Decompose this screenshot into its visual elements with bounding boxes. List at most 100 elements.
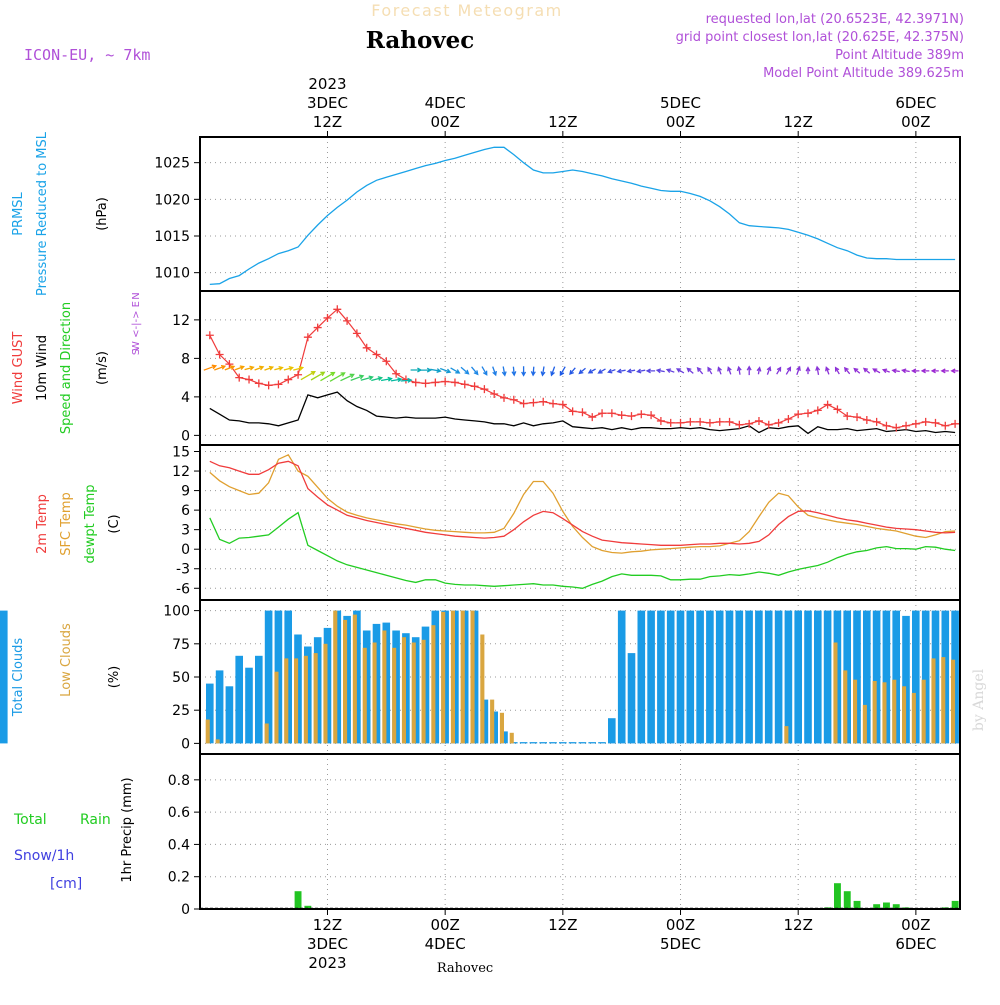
total-clouds-bar bbox=[872, 610, 881, 744]
pressure-unit: (hPa) bbox=[95, 197, 110, 231]
wind-direction-arrow bbox=[471, 366, 479, 376]
wind-gust-marker bbox=[362, 343, 371, 352]
y-tick-label: 3 bbox=[181, 523, 190, 539]
time-label-top: 3DEC bbox=[307, 94, 348, 112]
wind-direction-arrow bbox=[254, 365, 265, 371]
total-clouds-bar bbox=[745, 610, 753, 744]
low-clouds-bar bbox=[480, 634, 485, 744]
total-clouds-bar bbox=[706, 610, 714, 744]
low-clouds-bar bbox=[352, 614, 357, 744]
time-label-bottom: 12Z bbox=[313, 916, 342, 934]
y-tick-label: 25 bbox=[172, 703, 190, 719]
total-clouds-bar bbox=[245, 667, 253, 744]
wind-direction-arrow bbox=[607, 368, 616, 374]
wind-gust-marker bbox=[303, 333, 312, 342]
wind-direction-arrow bbox=[881, 368, 890, 374]
wind-gust-marker bbox=[284, 375, 293, 384]
low-clouds-bar bbox=[401, 637, 406, 744]
precip-total-label: Total bbox=[13, 812, 47, 828]
wind-direction-arrow bbox=[597, 368, 606, 374]
time-label-bottom: 6DEC bbox=[895, 935, 936, 953]
wind-direction-arrow bbox=[214, 364, 227, 371]
wind-gust-marker bbox=[470, 382, 479, 391]
total-clouds-bar bbox=[206, 683, 214, 744]
low-clouds-bar bbox=[343, 619, 348, 744]
wind-gust-marker bbox=[578, 408, 587, 417]
wind-direction-arrow bbox=[540, 366, 546, 377]
watermark: by Angel bbox=[971, 668, 987, 731]
footer-location: Rahovec bbox=[437, 961, 493, 976]
wind-direction-arrow bbox=[950, 368, 959, 374]
y-tick-label: 0.8 bbox=[168, 773, 190, 789]
rain-bar bbox=[892, 904, 900, 909]
axis-layer: 101010151020102504812-6-3036912150255075… bbox=[154, 75, 936, 972]
y-tick-label: 75 bbox=[172, 637, 190, 653]
wind-direction-arrow bbox=[872, 368, 881, 374]
low-clouds-bar bbox=[843, 670, 848, 744]
total-clouds-bar bbox=[578, 742, 587, 744]
wind-gust-marker bbox=[607, 409, 616, 418]
total-clouds-bar bbox=[539, 742, 547, 744]
y-tick-label: 1020 bbox=[154, 192, 190, 208]
sfc-temp-series-line bbox=[209, 453, 956, 554]
y-tick-label: 15 bbox=[172, 445, 190, 461]
low-clouds-bar bbox=[392, 647, 397, 744]
wind-gust-marker bbox=[666, 418, 675, 427]
wind-gust-marker bbox=[686, 417, 695, 426]
total-clouds-bar bbox=[225, 686, 234, 744]
wind-direction-arrow bbox=[439, 367, 452, 374]
time-label-top: 6DEC bbox=[895, 94, 936, 112]
rain-bar bbox=[843, 891, 851, 909]
precip-snow-label: Snow/1h bbox=[14, 848, 74, 864]
low-clouds-bar bbox=[372, 642, 377, 744]
y-tick-label: 0.4 bbox=[168, 837, 190, 853]
wind-gust-marker bbox=[529, 398, 538, 407]
data-layer bbox=[0, 146, 960, 910]
wind-gust-marker bbox=[921, 417, 930, 426]
wind-direction-arrow bbox=[310, 371, 326, 381]
wind-direction-arrow bbox=[815, 365, 821, 376]
total-clouds-bar bbox=[902, 615, 910, 744]
time-label-top: 00Z bbox=[430, 113, 459, 131]
wind-gust-marker bbox=[441, 377, 450, 386]
wind-direction-arrow bbox=[450, 367, 461, 374]
total-clouds-bar bbox=[696, 610, 704, 744]
wind-gust-marker bbox=[205, 331, 214, 340]
wind-gust-marker bbox=[215, 350, 224, 359]
rain-bar bbox=[834, 883, 841, 909]
total-clouds-bar bbox=[608, 718, 616, 744]
wind-direction-arrow bbox=[203, 364, 218, 371]
wind-direction-arrow bbox=[492, 366, 497, 377]
wind-direction-arrow bbox=[293, 365, 305, 371]
time-label-top: 2023 bbox=[308, 75, 346, 93]
total-clouds-bar bbox=[666, 610, 675, 744]
wind-direction-arrow bbox=[371, 376, 384, 382]
time-label-top: 5DEC bbox=[660, 94, 701, 112]
time-label-top: 00Z bbox=[901, 113, 930, 131]
low-clouds-bar bbox=[294, 658, 299, 744]
wind-direction-arrow bbox=[350, 374, 365, 382]
y-tick-label: 12 bbox=[172, 464, 190, 480]
low-clouds-bar bbox=[323, 643, 328, 744]
total-clouds-bar bbox=[549, 742, 557, 744]
temp-2m-label: 2m Temp bbox=[35, 494, 50, 554]
temp-2m-series-line bbox=[209, 460, 956, 546]
wind-direction-arrow bbox=[796, 365, 801, 376]
wind-gust-marker bbox=[235, 373, 244, 382]
low-clouds-bar bbox=[441, 611, 446, 744]
total-clouds-bar bbox=[686, 610, 695, 744]
total-clouds-bar bbox=[0, 610, 8, 744]
rain-bar bbox=[883, 902, 890, 909]
total-clouds-bar bbox=[353, 610, 361, 744]
pressure-label-prmsl: PRMSL bbox=[11, 191, 26, 235]
model-point-altitude: Model Point Altitude 389.625m bbox=[763, 66, 964, 81]
wind-gust-marker bbox=[225, 360, 234, 369]
wind-gust-marker bbox=[343, 316, 352, 325]
wind-gust-marker bbox=[872, 417, 881, 426]
wind-speed-series-line bbox=[209, 391, 956, 435]
wind-gust-marker bbox=[843, 412, 852, 421]
wind-gust-marker bbox=[764, 420, 773, 429]
wind-direction-arrow bbox=[665, 368, 675, 374]
wind-direction-arrow bbox=[587, 368, 596, 374]
low-clouds-bar bbox=[951, 659, 956, 744]
